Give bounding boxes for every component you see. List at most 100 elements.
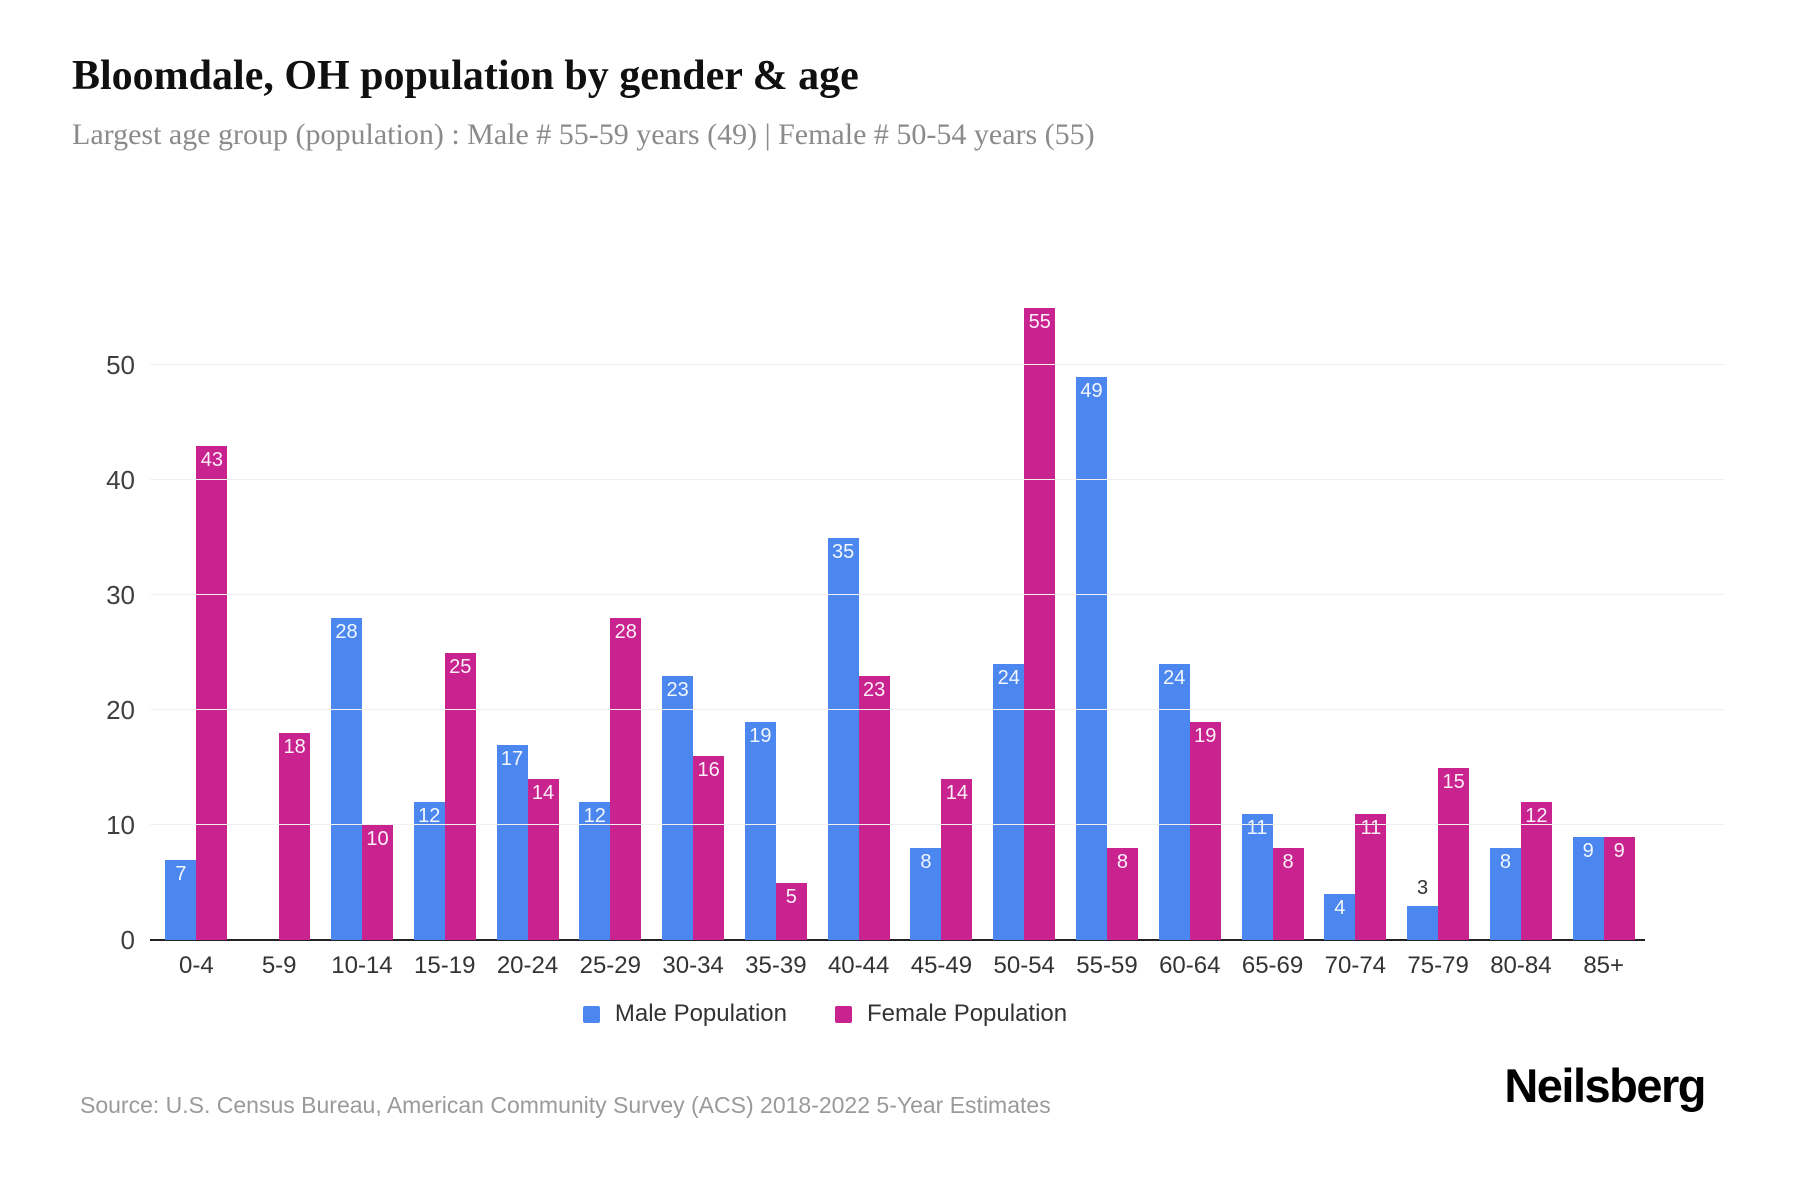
value-label-male-55-59: 49 (1080, 379, 1103, 402)
bar-female-15-19[interactable]: 25 (444, 652, 476, 940)
bar-female-45-49[interactable]: 14 (941, 779, 973, 940)
bar-group-5-9: 18 5-9 (238, 280, 321, 979)
x-axis-label-45-49: 45-49 (910, 952, 973, 979)
bar-female-75-79[interactable]: 15 (1438, 767, 1470, 940)
bar-male-15-19[interactable]: 12 (413, 802, 445, 940)
y-axis-tick-label-20: 20 (106, 695, 135, 725)
bar-male-45-49[interactable]: 8 (910, 848, 942, 940)
gridline-10 (150, 824, 1725, 825)
bar-pair-70-74: 4 11 (1324, 813, 1387, 940)
page-subtitle: Largest age group (population) : Male # … (72, 118, 1095, 151)
value-label-female-80-84: 12 (1525, 805, 1548, 827)
bar-female-50-54[interactable]: 55 (1024, 307, 1056, 940)
bar-pair-40-44: 35 23 (827, 537, 890, 940)
value-label-male-45-49: 8 (920, 851, 932, 873)
bar-group-25-29: 12 28 25-29 (569, 280, 652, 979)
bar-female-35-39[interactable]: 5 (775, 882, 807, 940)
source-attribution: Source: U.S. Census Bureau, American Com… (80, 1092, 1051, 1118)
bar-male-60-64[interactable]: 24 (1158, 664, 1190, 940)
value-label-male-70-74: 4 (1334, 897, 1346, 919)
bar-female-10-14[interactable]: 10 (361, 825, 393, 940)
x-axis-label-0-4: 0-4 (179, 952, 214, 979)
y-axis-tick-label-10: 10 (106, 810, 135, 840)
bar-group-75-79: 3 15 75-79 (1397, 280, 1480, 979)
gridline-50 (150, 364, 1725, 365)
bar-pair-80-84: 8 12 (1489, 802, 1552, 940)
bar-female-80-84[interactable]: 12 (1520, 802, 1552, 940)
bar-female-85+[interactable]: 9 (1603, 836, 1635, 940)
bar-pair-10-14: 28 10 (330, 618, 393, 940)
gridline-20 (150, 709, 1725, 710)
value-label-male-30-34: 23 (666, 678, 689, 701)
bar-pair-75-79: 3 15 (1407, 767, 1470, 940)
x-axis-label-70-74: 70-74 (1324, 952, 1387, 979)
value-label-female-85+: 9 (1613, 839, 1625, 862)
bar-female-70-74[interactable]: 11 (1355, 813, 1387, 940)
bar-male-65-69[interactable]: 11 (1241, 813, 1273, 940)
bar-group-55-59: 49 8 55-59 (1066, 280, 1149, 979)
value-label-female-15-19: 25 (449, 655, 472, 678)
value-label-male-80-84: 8 (1499, 851, 1511, 873)
bar-male-35-39[interactable]: 19 (744, 721, 776, 940)
x-axis-label-15-19: 15-19 (414, 952, 476, 979)
value-label-female-10-14: 10 (366, 828, 389, 850)
bar-male-80-84[interactable]: 8 (1489, 848, 1521, 940)
bar-female-0-4[interactable]: 43 (196, 445, 228, 940)
bar-male-75-79[interactable]: 3 (1407, 877, 1439, 940)
bar-pair-60-64: 24 19 (1158, 664, 1221, 940)
bar-group-35-39: 19 5 35-39 (734, 280, 817, 979)
bar-female-25-29[interactable]: 28 (610, 618, 642, 940)
legend-item-female[interactable]: Female Population (835, 1000, 1067, 1028)
value-label-male-65-69: 11 (1246, 816, 1268, 839)
bar-male-70-74[interactable]: 4 (1324, 894, 1356, 940)
x-axis-label-65-69: 65-69 (1241, 952, 1304, 979)
bar-male-25-29[interactable]: 12 (579, 802, 611, 940)
bar-male-40-44[interactable]: 35 (827, 537, 859, 940)
bar-pair-15-19: 12 25 (413, 652, 476, 940)
x-axis-label-60-64: 60-64 (1159, 952, 1221, 979)
bar-female-5-9[interactable]: 18 (279, 733, 311, 940)
bar-male-0-4[interactable]: 7 (165, 859, 197, 940)
bar-group-15-19: 12 25 15-19 (403, 280, 486, 979)
value-label-male-15-19: 12 (418, 805, 441, 827)
legend-item-male[interactable]: Male Population (582, 1000, 787, 1028)
bar-male-30-34[interactable]: 23 (662, 675, 694, 940)
female-legend-swatch-icon (835, 1005, 852, 1023)
bar-female-60-64[interactable]: 19 (1189, 721, 1221, 940)
value-label-female-45-49: 14 (945, 782, 969, 804)
bar-female-20-24[interactable]: 14 (527, 779, 559, 940)
bar-female-40-44[interactable]: 23 (858, 675, 890, 940)
bar-male-50-54[interactable]: 24 (993, 664, 1025, 940)
bar-group-40-44: 35 23 40-44 (817, 280, 900, 979)
bar-male-85+[interactable]: 9 (1572, 836, 1604, 940)
value-label-female-60-64: 19 (1194, 724, 1217, 747)
x-axis-label-40-44: 40-44 (827, 952, 890, 979)
bar-male-10-14[interactable]: 28 (330, 618, 362, 940)
x-axis-line (150, 939, 1645, 941)
value-label-male-60-64: 24 (1163, 667, 1186, 689)
bars-container: 7 43 0-4 18 5-9 28 10 10-14 12 25 15-19 17 14 20-24 12… (155, 280, 1645, 979)
page-title: Bloomdale, OH population by gender & age (72, 53, 859, 99)
bar-pair-30-34: 23 16 (662, 675, 725, 940)
bar-group-45-49: 8 14 45-49 (900, 280, 983, 979)
bar-female-55-59[interactable]: 8 (1106, 848, 1138, 940)
value-label-male-25-29: 12 (583, 805, 606, 827)
value-label-male-50-54: 24 (997, 667, 1020, 689)
bar-chart-plot-area: 7 43 0-4 18 5-9 28 10 10-14 12 25 15-19 17 14 20-24 12… (106, 280, 1725, 979)
bar-female-30-34[interactable]: 16 (693, 756, 725, 940)
bar-male-20-24[interactable]: 17 (496, 744, 528, 940)
value-label-female-20-24: 14 (531, 782, 555, 804)
y-axis-tick-label-50: 50 (106, 350, 135, 380)
bar-pair-25-29: 12 28 (579, 618, 642, 940)
chart-legend: Male Population Female Population (150, 1000, 1500, 1028)
x-axis-label-85+: 85+ (1583, 952, 1625, 979)
bar-female-65-69[interactable]: 8 (1272, 848, 1304, 940)
bar-pair-0-4: 7 43 (165, 445, 228, 940)
bar-male-55-59[interactable]: 49 (1075, 376, 1107, 940)
male-legend-swatch-icon (582, 1005, 600, 1023)
bar-group-85+: 9 9 85+ (1562, 280, 1645, 979)
value-label-female-55-59: 8 (1116, 851, 1129, 873)
legend-label-male: Male Population (614, 1000, 787, 1027)
bar-pair-50-54: 24 55 (993, 307, 1056, 940)
